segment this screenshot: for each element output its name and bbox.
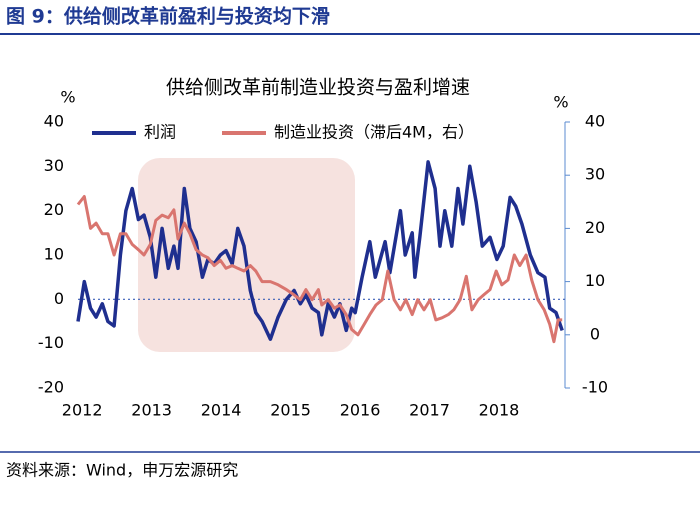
y-axis-label: %: [60, 88, 75, 107]
x-tick-label: 2017: [409, 401, 450, 420]
y2-axis-label: %: [553, 93, 568, 112]
x-tick-label: 2012: [62, 401, 103, 420]
y-tick-label: 30: [44, 156, 64, 175]
y-tick-label: 10: [44, 245, 64, 264]
chart-title: 供给侧改革前制造业投资与盈利增速: [166, 77, 470, 99]
y-tick-label: -10: [38, 333, 64, 352]
x-tick-label: 2015: [270, 401, 311, 420]
y2-tick-label: 40: [585, 112, 605, 131]
y-tick-label: -20: [38, 378, 64, 397]
series-line: [76, 195, 563, 344]
y-tick-label: 0: [54, 289, 64, 308]
y2-tick-label: -10: [582, 378, 608, 397]
y2-tick-label: 0: [590, 324, 600, 343]
y-tick-label: 20: [44, 200, 64, 219]
legend-label: 利润: [144, 123, 176, 142]
legend-label: 制造业投资（滞后4M，右）: [274, 123, 474, 142]
y2-tick-label: 10: [585, 271, 605, 290]
x-tick-label: 2014: [201, 401, 242, 420]
x-tick-label: 2013: [131, 401, 172, 420]
y2-tick-label: 30: [585, 165, 605, 184]
x-tick-label: 2016: [340, 401, 381, 420]
y-tick-label: 40: [44, 112, 64, 131]
x-tick-label: 2018: [479, 401, 520, 420]
y2-tick-label: 20: [585, 218, 605, 237]
source-note: 资料来源：Wind，申万宏源研究: [6, 461, 238, 480]
series-line: [76, 160, 564, 341]
header-title: 图 9：供给侧改革前盈利与投资均下滑: [6, 5, 330, 28]
